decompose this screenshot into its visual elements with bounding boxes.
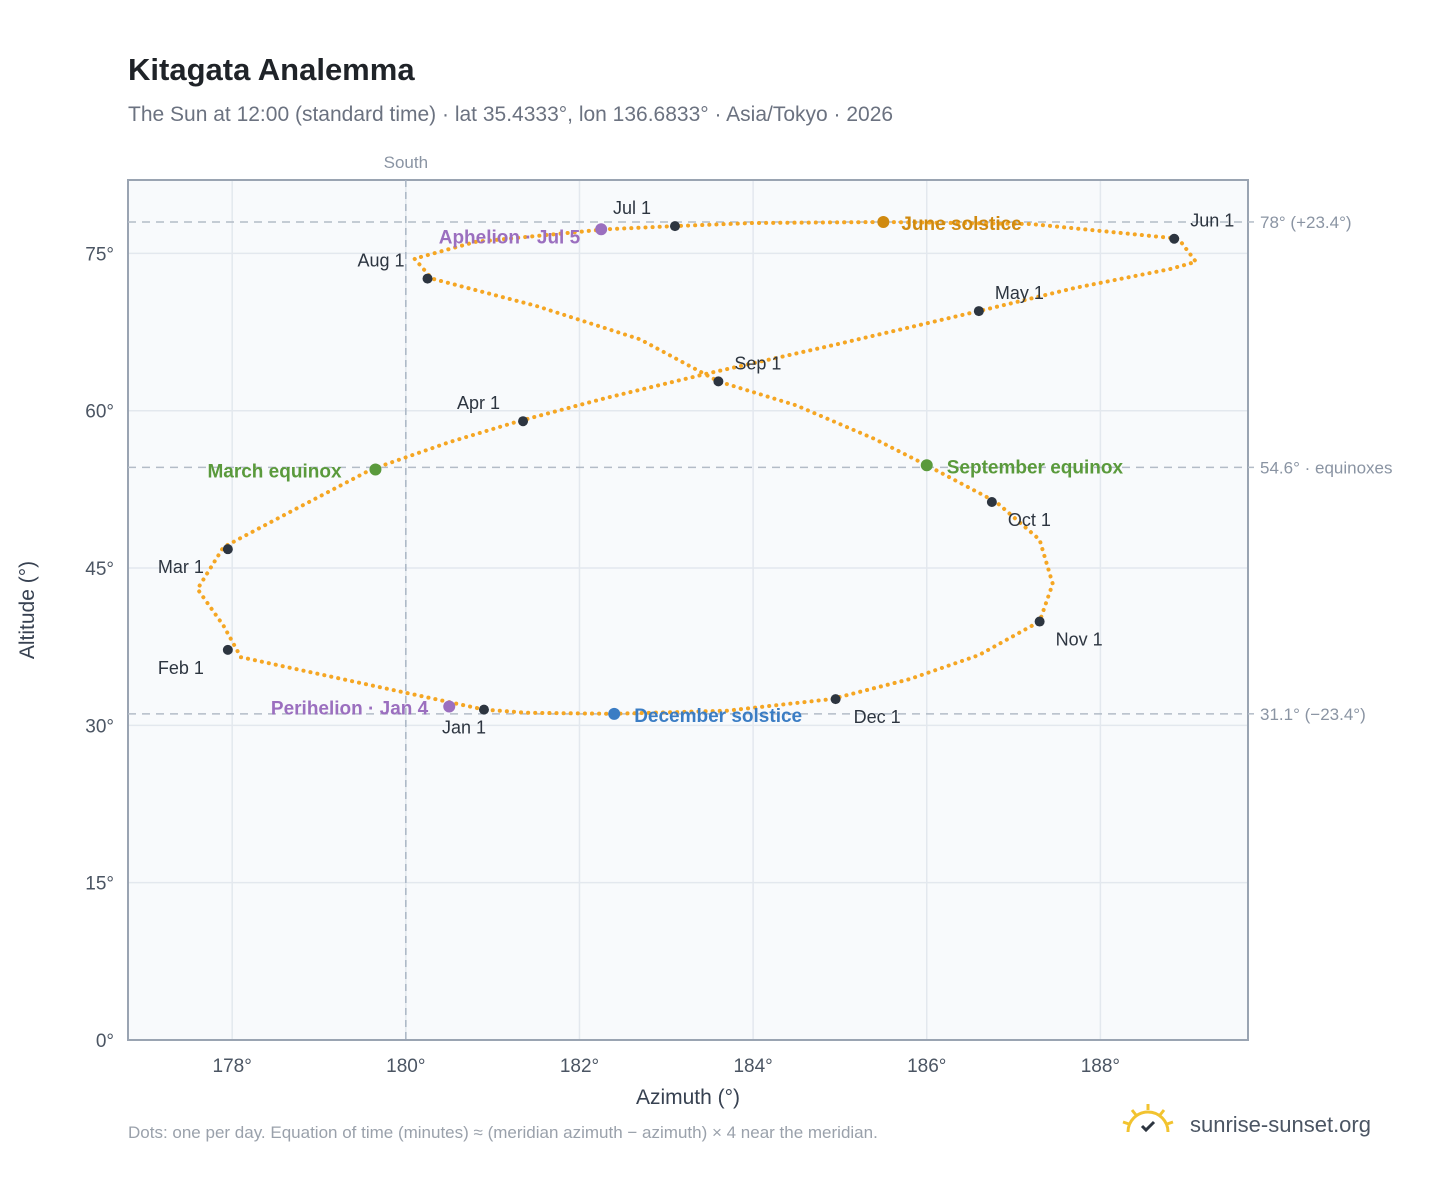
x-axis-label: Azimuth (°)	[636, 1086, 740, 1109]
chart-subtitle: The Sun at 12:00 (standard time) · lat 3…	[128, 103, 894, 126]
reference-label: 31.1° (−23.4°)	[1260, 705, 1366, 724]
brand-logo[interactable]: sunrise-sunset.org	[1120, 1102, 1390, 1146]
month-marker	[222, 544, 233, 555]
event-label: Aphelion · Jul 5	[439, 227, 581, 248]
event-label: March equinox	[207, 461, 342, 482]
month-label: Jun 1	[1190, 211, 1234, 231]
x-tick-label: 186°	[907, 1056, 946, 1077]
reference-label: 78° (+23.4°)	[1260, 213, 1352, 232]
event-marker	[595, 223, 608, 236]
brand-name: sunrise-sunset.org	[1190, 1112, 1371, 1137]
x-tick-label: 180°	[386, 1056, 425, 1077]
y-tick-label: 60°	[85, 402, 114, 423]
event-label: Perihelion · Jan 4	[271, 698, 429, 719]
month-marker	[1034, 616, 1045, 627]
x-tick-label: 178°	[213, 1056, 252, 1077]
month-marker	[478, 704, 489, 715]
reference-label: 54.6° · equinoxes	[1260, 458, 1393, 477]
sun-logo-icon	[1122, 1104, 1174, 1133]
y-tick-label: 75°	[85, 244, 114, 265]
month-label: Jan 1	[442, 718, 486, 738]
month-label: Apr 1	[457, 393, 500, 413]
month-label: Feb 1	[158, 658, 204, 678]
month-marker	[422, 273, 433, 284]
month-label: Nov 1	[1056, 630, 1103, 650]
month-marker	[1169, 233, 1180, 244]
month-marker	[518, 416, 529, 427]
event-marker	[877, 215, 890, 228]
plot-frame	[127, 179, 1249, 1041]
event-label: September equinox	[947, 457, 1124, 478]
month-label: Aug 1	[358, 251, 405, 271]
y-tick-label: 0°	[96, 1031, 114, 1052]
chart-title: Kitagata Analemma	[128, 52, 415, 87]
analemma-daily-dots	[195, 219, 1200, 716]
event-label: June solstice	[901, 214, 1021, 235]
month-marker	[973, 306, 984, 317]
month-label: Dec 1	[854, 707, 901, 727]
plot-area	[128, 180, 1248, 1040]
month-marker	[222, 644, 233, 655]
month-marker	[986, 496, 997, 507]
x-tick-label: 184°	[733, 1056, 772, 1077]
month-marker	[830, 694, 841, 705]
x-tick-label: 182°	[560, 1056, 599, 1077]
month-label: Mar 1	[158, 557, 204, 577]
month-marker	[713, 376, 724, 387]
y-tick-label: 15°	[85, 874, 114, 895]
footnote: Dots: one per day. Equation of time (min…	[128, 1123, 878, 1142]
event-marker	[608, 707, 621, 720]
south-label: South	[384, 153, 428, 172]
month-marker	[669, 221, 680, 232]
month-label: Jul 1	[613, 198, 651, 218]
y-tick-label: 45°	[85, 559, 114, 580]
event-marker	[369, 463, 382, 476]
event-marker	[443, 700, 456, 713]
x-tick-label: 188°	[1081, 1056, 1120, 1077]
month-label: Sep 1	[734, 353, 781, 373]
y-axis-label: Altitude (°)	[16, 561, 39, 659]
event-marker	[920, 459, 933, 472]
y-tick-label: 30°	[85, 716, 114, 737]
month-label: May 1	[995, 283, 1044, 303]
event-label: December solstice	[634, 706, 802, 727]
month-label: Oct 1	[1008, 510, 1051, 530]
